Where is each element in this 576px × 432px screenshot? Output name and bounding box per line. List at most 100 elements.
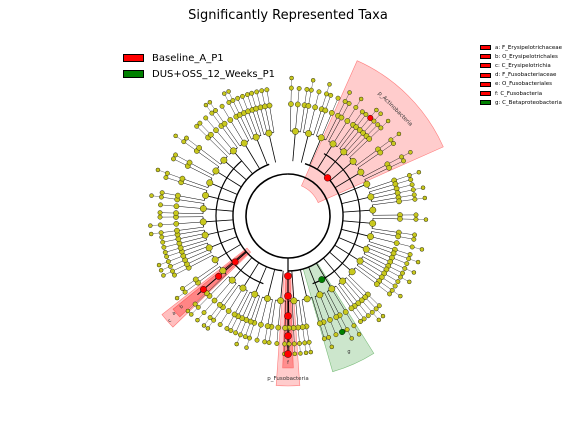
branch [209, 236, 238, 249]
node [161, 244, 167, 250]
branch [348, 275, 369, 295]
branch [215, 130, 234, 152]
branch [356, 149, 379, 166]
node [308, 87, 314, 93]
node [172, 272, 177, 278]
node [213, 108, 218, 113]
node [182, 289, 188, 295]
branch [242, 262, 260, 289]
branch [368, 180, 395, 190]
branch [177, 195, 205, 201]
branch [239, 114, 252, 140]
node [235, 95, 241, 101]
branch [243, 112, 255, 138]
branch [308, 266, 321, 295]
branch [364, 167, 390, 180]
branch [254, 266, 267, 295]
branch [203, 208, 234, 212]
branch [357, 265, 380, 282]
branch [315, 262, 333, 290]
branch [205, 195, 235, 204]
node [158, 230, 164, 236]
node [380, 313, 386, 319]
node [416, 170, 422, 175]
branch [309, 137, 322, 166]
node [226, 100, 232, 105]
node [328, 92, 334, 98]
node [274, 341, 280, 346]
branch [176, 226, 204, 231]
node [316, 291, 324, 299]
branch [335, 285, 352, 309]
node [173, 203, 180, 210]
node [378, 111, 383, 116]
legend-label-dus-oss: DUS+OSS_12_Weeks_P1 [152, 68, 276, 80]
branch [342, 129, 360, 151]
branch [197, 266, 220, 283]
branch [343, 279, 362, 301]
node [207, 315, 213, 320]
legend-swatch-baseline [123, 54, 144, 62]
node [407, 252, 413, 257]
enriched-node-erysipelotrichia [215, 272, 222, 280]
taxa-legend-label: b: O_Erysipelotrichales [495, 53, 558, 60]
node [202, 192, 209, 199]
node [303, 350, 309, 356]
branch [219, 283, 237, 306]
branch [228, 287, 244, 312]
node [264, 295, 271, 302]
node [344, 118, 351, 124]
clade-label-c: c [167, 318, 173, 325]
node [335, 95, 341, 101]
branch [291, 270, 295, 301]
branch [311, 297, 321, 324]
node [213, 127, 219, 134]
branch [255, 137, 268, 166]
node [157, 214, 163, 220]
node [398, 293, 403, 299]
node [211, 256, 219, 264]
branch [366, 247, 393, 258]
clade-label-fusobacteria: p_Fusobacteria [267, 376, 308, 382]
node [374, 281, 380, 287]
branch [319, 294, 331, 320]
branch [280, 270, 284, 301]
branch [338, 237, 367, 250]
branch [233, 150, 253, 175]
branch [277, 300, 281, 328]
node [369, 309, 375, 315]
node [369, 220, 377, 227]
node [342, 99, 348, 104]
node [196, 145, 202, 151]
clade-label-a: a [171, 310, 177, 317]
branch [236, 116, 249, 141]
node [363, 112, 369, 117]
node [199, 218, 207, 226]
branch [207, 137, 228, 157]
node [392, 283, 398, 289]
node-layer [148, 75, 429, 358]
node [351, 323, 357, 329]
branch [181, 242, 208, 252]
node [358, 319, 363, 324]
node [266, 340, 272, 345]
node [254, 337, 260, 343]
node [387, 291, 392, 297]
node [233, 330, 238, 336]
node [342, 309, 349, 315]
branch [300, 105, 305, 132]
branch [271, 300, 276, 327]
node [201, 231, 209, 239]
node [189, 312, 194, 317]
node [217, 302, 223, 308]
branch [325, 115, 339, 141]
node [407, 279, 412, 285]
node [363, 180, 371, 188]
enriched-node-actinobacteria-leaf [367, 114, 374, 121]
branch [363, 253, 389, 267]
node [389, 287, 395, 293]
enriched-node-erysipelotrichia [200, 286, 207, 293]
node [288, 85, 294, 91]
node [156, 262, 162, 268]
